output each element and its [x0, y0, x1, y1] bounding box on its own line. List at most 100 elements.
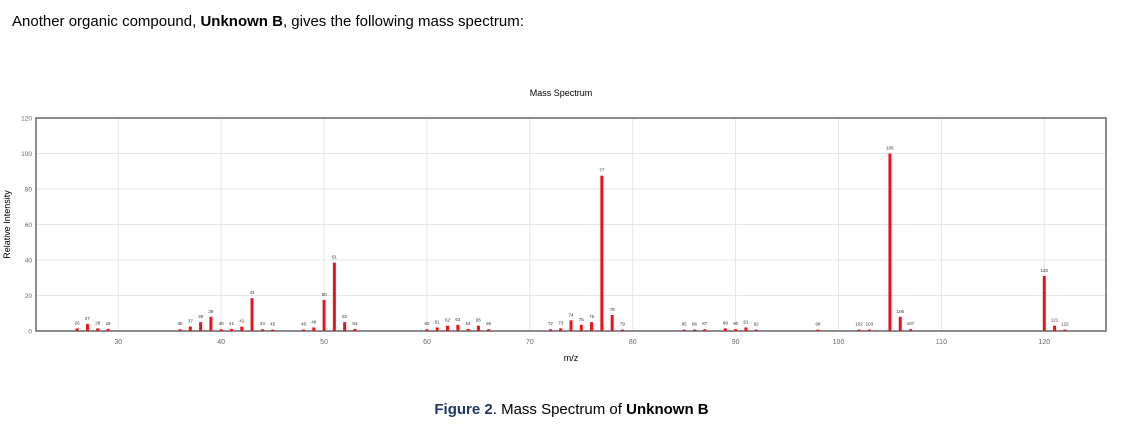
x-tick-label: 40 — [217, 339, 225, 346]
peak-label: 92 — [754, 322, 760, 327]
peak-label: 85 — [682, 322, 688, 327]
peak-bar — [610, 315, 614, 331]
peak-bar — [548, 329, 552, 331]
peak-bar — [744, 327, 748, 331]
peak-label: 66 — [486, 321, 492, 326]
intro-prefix: Another organic compound, — [12, 13, 201, 30]
peak-bar — [590, 322, 594, 331]
mass-spectrum-chart: Mass Spectrum 0 20 40 60 80 100 120 30 40 50 60 70… — [2, 88, 1107, 363]
y-tick-label: 60 — [25, 222, 33, 229]
intro-suffix: , gives the following mass spectrum: — [282, 13, 524, 30]
y-tick-label: 20 — [25, 293, 33, 300]
peak-bar — [229, 328, 233, 331]
peak-label: 45 — [270, 322, 276, 327]
peak-bar — [487, 329, 491, 331]
y-tick-label: 100 — [21, 151, 32, 158]
peak-bar — [1042, 275, 1046, 331]
peak-label: 98 — [815, 322, 821, 327]
peak-label: 76 — [589, 314, 595, 319]
peak-label: 62 — [445, 318, 451, 323]
y-tick-label: 120 — [21, 116, 32, 123]
peak-bar — [302, 329, 305, 331]
peak-bar — [682, 329, 686, 331]
peak-bar — [888, 153, 892, 331]
peak-label: 40 — [219, 321, 225, 326]
x-tick-label: 90 — [732, 339, 740, 346]
peak-bar — [178, 329, 182, 331]
x-tick-label: 30 — [114, 339, 122, 346]
peak-bar — [312, 327, 316, 331]
peak-label: 75 — [579, 317, 585, 322]
peak-label: 107 — [907, 321, 915, 326]
peak-label: 48 — [301, 322, 307, 327]
peak-label: 60 — [424, 321, 430, 326]
peak-bar — [219, 329, 223, 331]
peak-bar — [250, 298, 254, 331]
caption-figure-number: Figure 2 — [434, 401, 493, 418]
peak-label: 122 — [1061, 322, 1069, 327]
peak-bar — [85, 323, 89, 331]
x-tick-label: 60 — [423, 339, 431, 346]
figure-caption: Figure 2. Mass Spectrum of Unknown B — [0, 401, 1143, 418]
peak-label: 103 — [866, 322, 874, 327]
peak-label: 49 — [311, 319, 317, 324]
peak-bar — [446, 325, 450, 331]
peak-bar — [909, 329, 913, 331]
y-axis-label: Relative Intensity — [2, 190, 12, 259]
peak-label: 90 — [733, 321, 739, 326]
peak-label: 74 — [568, 312, 574, 317]
x-tick-label: 50 — [320, 339, 328, 346]
intro-text: Another organic compound, Unknown B, giv… — [12, 13, 524, 30]
x-tick-label: 80 — [629, 339, 637, 346]
peak-bar — [816, 329, 820, 331]
peak-bar — [466, 328, 470, 331]
peak-label: 102 — [855, 322, 863, 327]
peak-label: 38 — [198, 314, 204, 319]
peak-label: 43 — [250, 290, 256, 295]
peak-bar — [271, 329, 275, 331]
peak-label: 72 — [548, 321, 554, 326]
peak-label: 79 — [620, 322, 626, 327]
peak-bars — [75, 153, 1067, 331]
peak-bar — [322, 299, 326, 331]
x-tick-label: 100 — [833, 339, 845, 346]
caption-compound-name: Unknown B — [626, 401, 709, 418]
peak-bar — [898, 316, 902, 331]
peak-label: 63 — [455, 317, 461, 322]
y-tick-label: 0 — [28, 329, 32, 336]
peak-label: 86 — [692, 322, 698, 327]
peak-label: 26 — [75, 320, 81, 325]
chart-title: Mass Spectrum — [530, 88, 593, 98]
peak-bar — [867, 329, 871, 331]
peak-label: 121 — [1051, 318, 1059, 323]
peak-label: 27 — [85, 316, 91, 321]
peak-bar — [569, 320, 573, 331]
peak-label: 44 — [260, 321, 266, 326]
peak-bar — [188, 326, 192, 331]
peak-label: 106 — [896, 309, 904, 314]
peak-bar — [75, 328, 79, 331]
peak-bar — [106, 328, 110, 331]
peak-bar — [734, 329, 738, 331]
peak-label: 36 — [178, 321, 184, 326]
peak-bar — [199, 322, 203, 331]
peak-bar — [559, 328, 563, 331]
peak-bar — [209, 316, 213, 331]
peak-bar — [754, 329, 758, 331]
caption-middle: . Mass Spectrum of — [492, 401, 627, 418]
peak-label: 50 — [322, 292, 328, 297]
peak-bar — [620, 329, 624, 331]
peak-label: 77 — [599, 168, 605, 173]
peak-bar — [260, 329, 264, 331]
peak-label: 89 — [723, 320, 729, 325]
peak-bar — [240, 326, 244, 331]
x-tick-label: 110 — [936, 339, 947, 346]
peak-bar — [600, 175, 604, 331]
peak-label: 37 — [188, 319, 194, 324]
peak-bar — [723, 328, 727, 331]
peak-label: 29 — [106, 321, 112, 326]
peak-label: 64 — [466, 321, 472, 326]
x-tick-label: 120 — [1038, 339, 1050, 346]
peak-bar — [1063, 329, 1067, 331]
peak-label: 120 — [1041, 268, 1049, 273]
